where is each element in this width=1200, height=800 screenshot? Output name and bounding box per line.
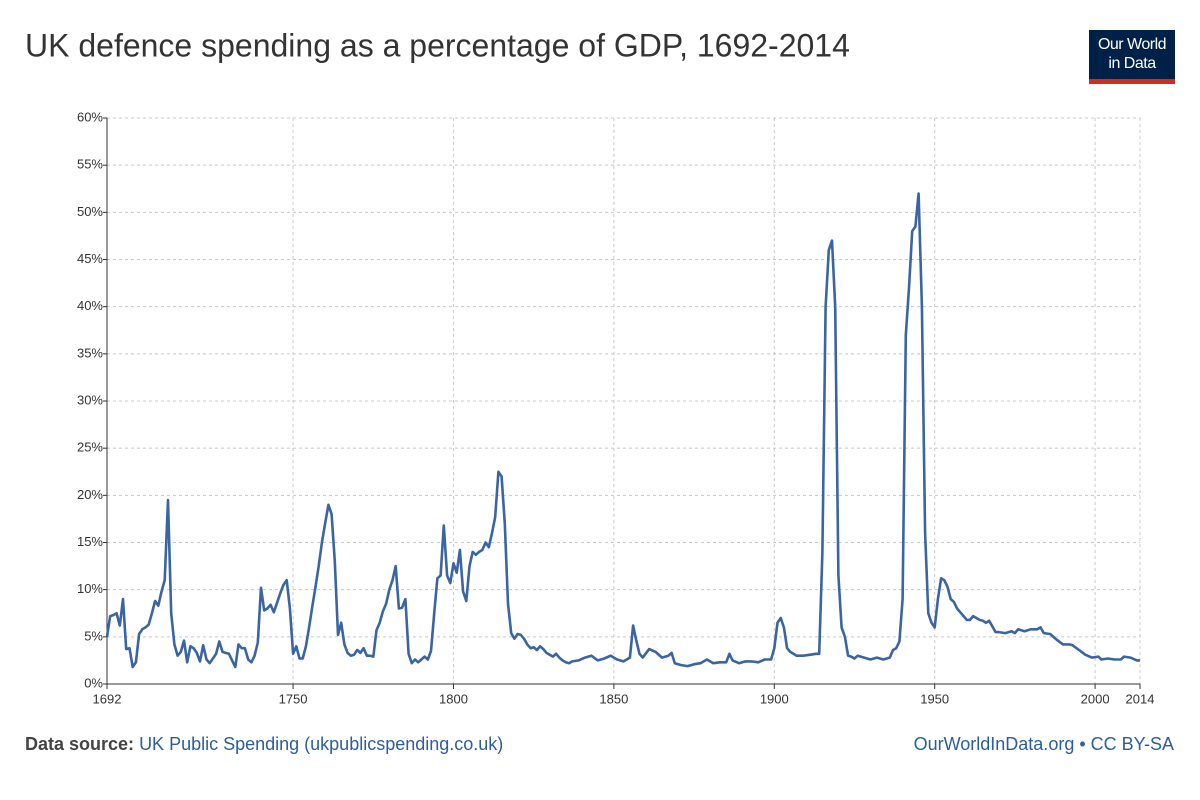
y-tick-label: 60% <box>77 109 103 124</box>
x-tick-label: 1850 <box>599 691 628 706</box>
source-link[interactable]: UK Public Spending (ukpublicspending.co.… <box>139 734 503 754</box>
source: Data source: UK Public Spending (ukpubli… <box>25 734 503 754</box>
y-tick-label: 35% <box>77 345 103 360</box>
x-tick-label: 1800 <box>439 691 468 706</box>
logo <box>1089 30 1175 84</box>
y-tick-label: 55% <box>77 157 103 172</box>
y-tick-label: 20% <box>77 487 103 502</box>
chart-title: UK defence spending as a percentage of G… <box>25 27 850 63</box>
x-tick-label: 1950 <box>920 691 949 706</box>
y-tick-label: 15% <box>77 534 103 549</box>
y-tick-label: 30% <box>77 392 103 407</box>
y-tick-label: 5% <box>84 628 103 643</box>
source-label: Data source: <box>25 734 134 754</box>
credit[interactable]: OurWorldInData.org • CC BY-SA <box>914 734 1174 754</box>
y-tick-label: 0% <box>84 675 103 690</box>
y-tick-label: 45% <box>77 251 103 266</box>
x-tick-label: 2000 <box>1081 691 1110 706</box>
x-tick-label: 1692 <box>93 691 122 706</box>
logo-text: in Data <box>1108 55 1156 72</box>
x-tick-label: 1750 <box>279 691 308 706</box>
y-tick-label: 40% <box>77 298 103 313</box>
line <box>105 192 1140 669</box>
logo-text: Our World <box>1098 36 1166 53</box>
x-tick-label: 2014 <box>1126 691 1155 706</box>
y-tick-label: 25% <box>77 440 103 455</box>
y-tick-label: 50% <box>77 204 103 219</box>
x-tick-label: 1900 <box>760 691 789 706</box>
logo-strip <box>1089 79 1175 84</box>
y-tick-label: 10% <box>77 581 103 596</box>
